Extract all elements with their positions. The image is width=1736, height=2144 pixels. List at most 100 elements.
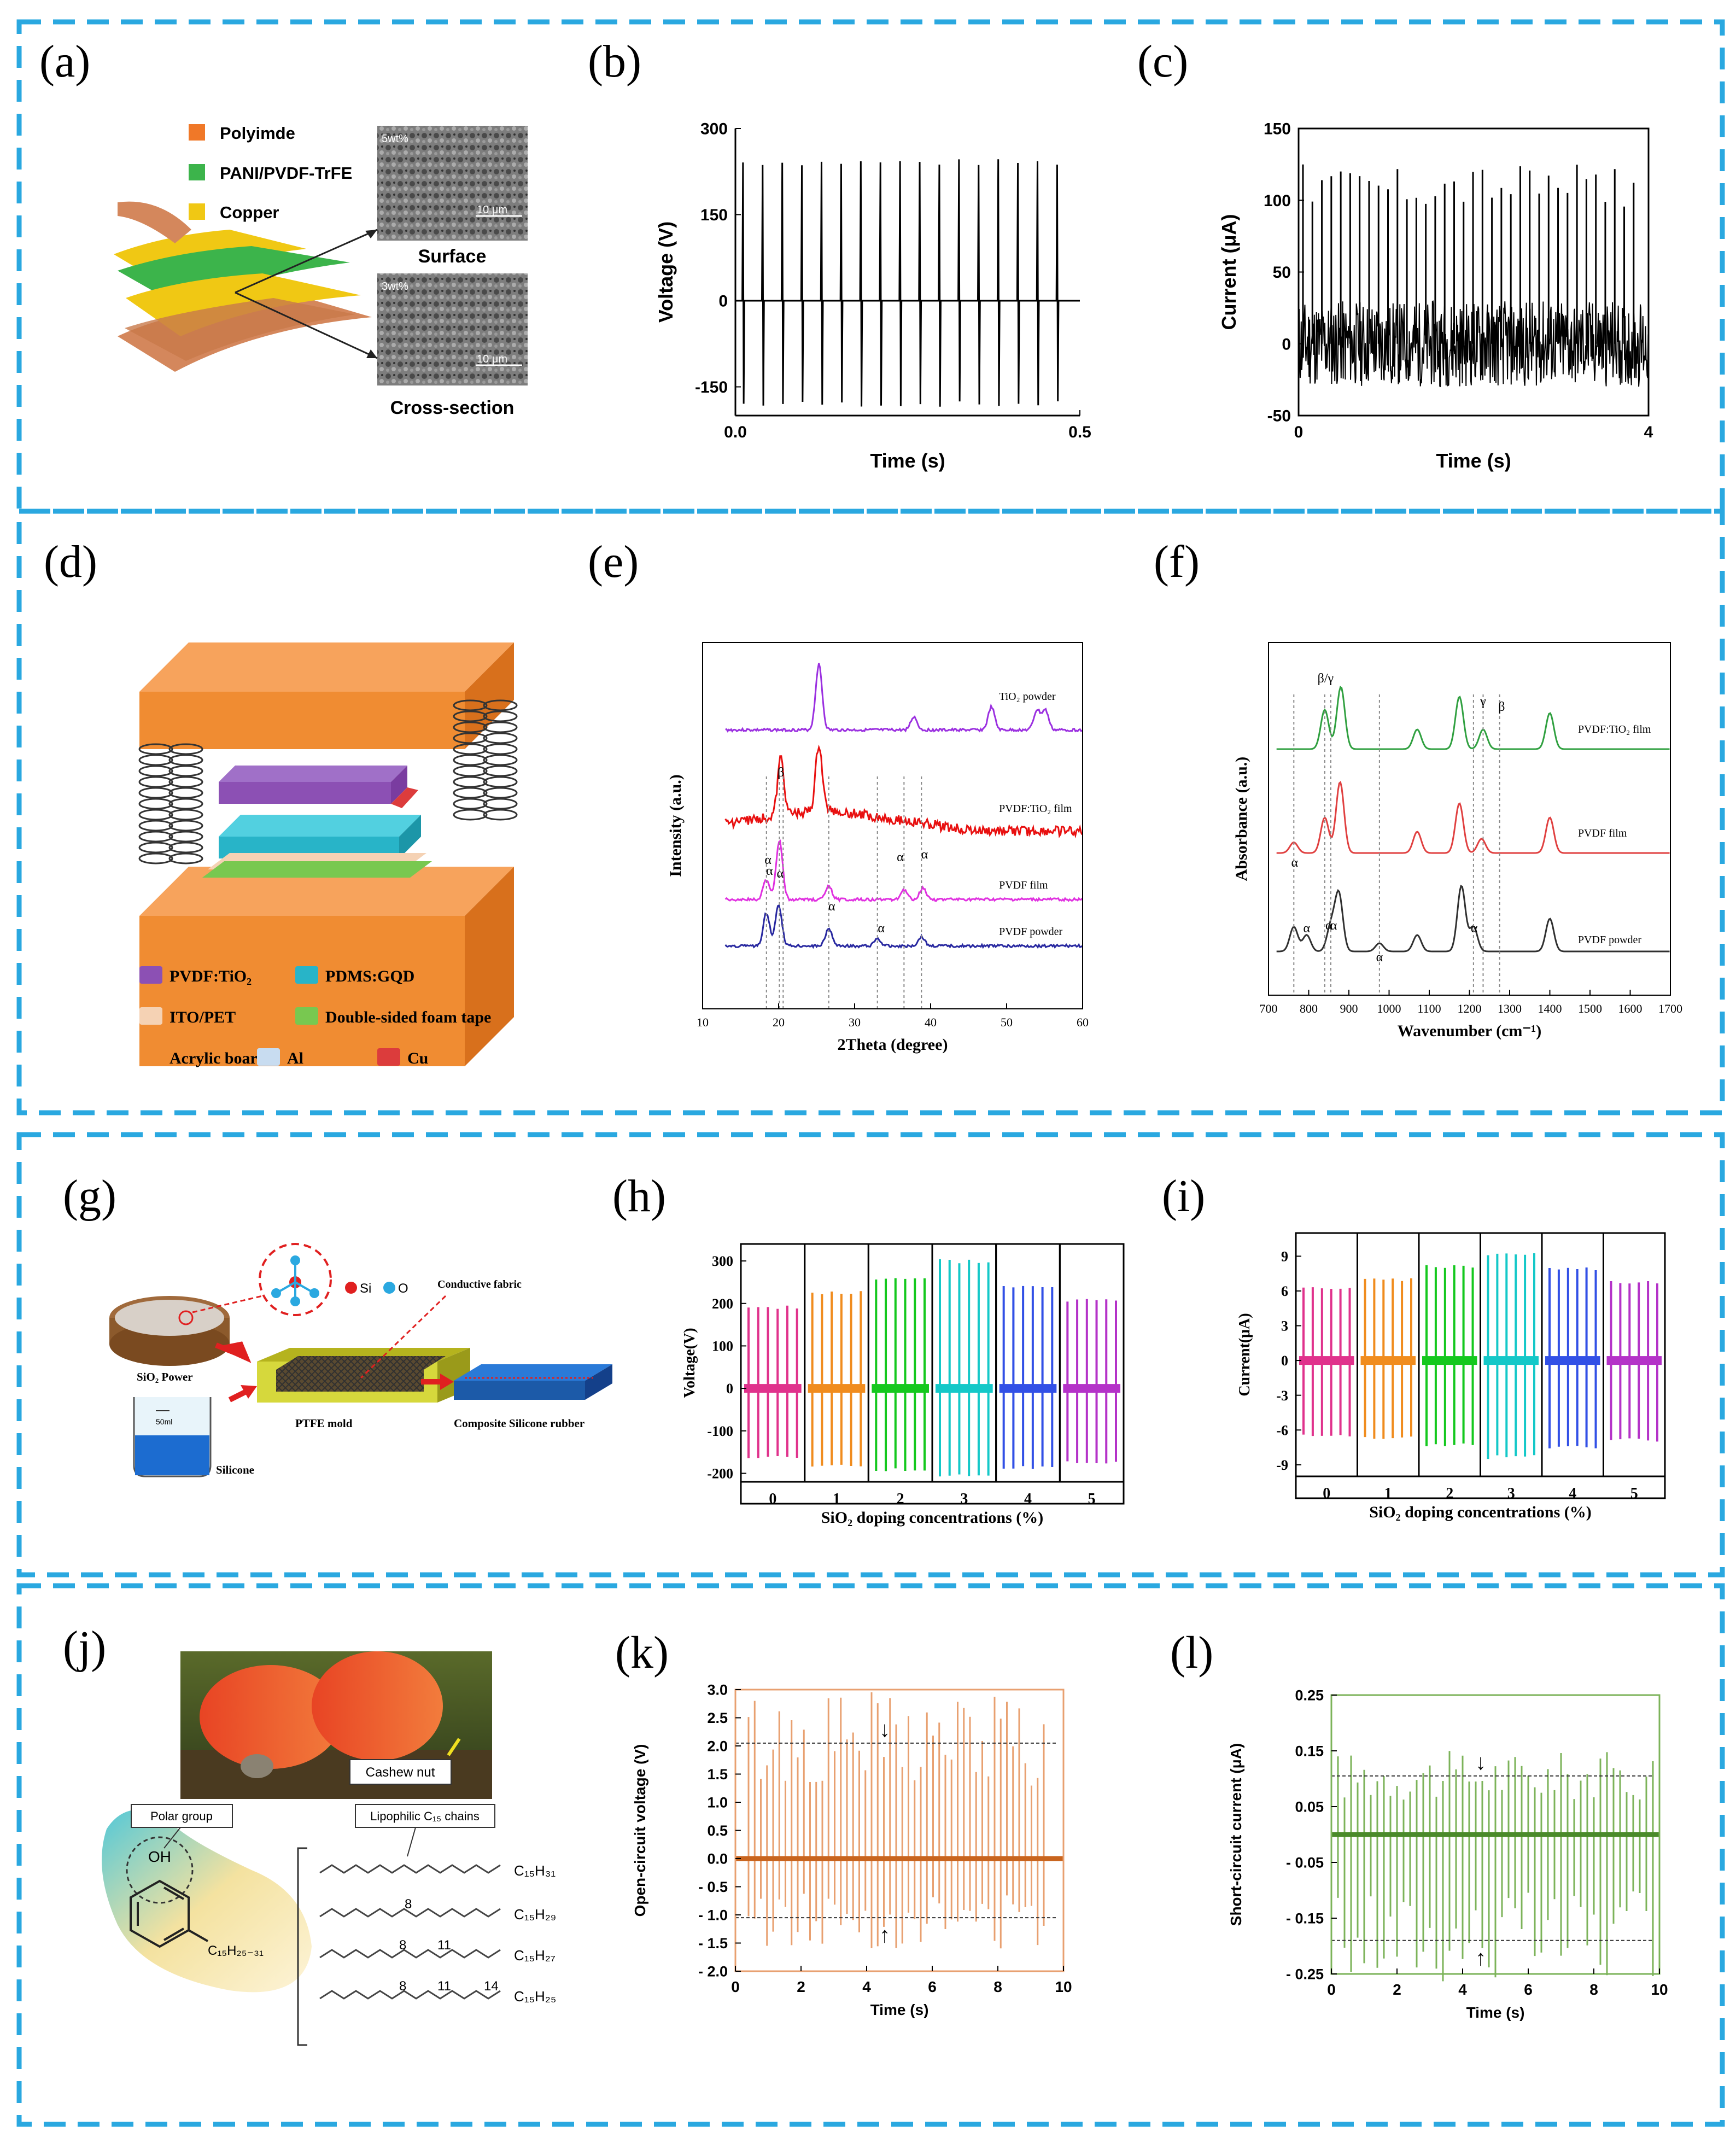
legend-swatch xyxy=(257,1048,280,1066)
panel-letter: (h) xyxy=(612,1171,666,1222)
x-tick-label: 10 xyxy=(1651,1981,1668,1998)
y-tick-label: -200 xyxy=(707,1466,733,1482)
y-axis-label: Voltage (V) xyxy=(654,221,677,323)
spring-coil xyxy=(138,831,173,843)
spring-coil xyxy=(483,699,518,711)
y-tick-label: 2.5 xyxy=(707,1710,728,1726)
category-label: 5 xyxy=(1630,1485,1638,1502)
x-tick-label: 6 xyxy=(928,1978,937,1995)
layered-film-icon xyxy=(114,201,372,372)
y-tick-label: - 2.0 xyxy=(698,1963,728,1979)
y-tick-label: 0.5 xyxy=(707,1822,728,1839)
peak-annotation: α xyxy=(1376,950,1383,965)
arrow-icon xyxy=(215,1341,454,1403)
y-tick-label: - 1.0 xyxy=(698,1907,728,1923)
chain-list: C₁₅H₃₁ C₁₅H₂₉ C₁₅H₂₇ C₁₅H₂₅ 8 8 11 8 11 14 xyxy=(319,1862,556,2005)
rubber-label: Composite Silicone rubber xyxy=(454,1417,584,1430)
o-label: O xyxy=(398,1281,408,1296)
sem-image-icon xyxy=(377,273,528,385)
x-tick-label: 2 xyxy=(797,1978,805,1995)
x-axis-label: SiO₂ doping concentrations (%) xyxy=(1369,1503,1592,1521)
category-label: 4 xyxy=(1024,1491,1032,1508)
polar-group-label: Polar group xyxy=(150,1809,213,1823)
signal-baseline xyxy=(999,1384,1057,1393)
double-bond-position: 8 xyxy=(399,1979,406,1994)
signal-baseline xyxy=(872,1384,929,1393)
legend-swatch xyxy=(295,1007,318,1025)
molecule-icon xyxy=(271,1255,319,1306)
y-tick-label: 6 xyxy=(1281,1283,1288,1299)
spring-coil xyxy=(138,776,173,788)
panel-letter: (b) xyxy=(588,36,641,87)
arrow-marker: ↑ xyxy=(1475,1946,1486,1970)
segment-frame xyxy=(931,1243,997,1483)
signal-spikes xyxy=(1002,1286,1054,1469)
spring-coil xyxy=(138,754,173,766)
spring-coil xyxy=(168,743,203,755)
x-tick-label: 50 xyxy=(1001,1015,1013,1029)
y-tick-label: 150 xyxy=(700,206,728,224)
x-tick-label: 1400 xyxy=(1538,1002,1562,1015)
spring-coil xyxy=(453,699,488,711)
chart-h: 0 1 2 3 4 5 300 200 100 0 -100 -200 SiO₂ doping conc… xyxy=(681,1243,1125,1527)
legend-swatch xyxy=(139,966,162,984)
signal-spikes xyxy=(1487,1253,1535,1459)
y-tick-label: 3.0 xyxy=(707,1681,728,1698)
spring-coil xyxy=(453,787,488,799)
peak-annotation: α xyxy=(1291,856,1298,870)
y-tick-label: -100 xyxy=(707,1423,733,1439)
y-tick-label: 0.05 xyxy=(1295,1798,1324,1815)
peak-annotation: β xyxy=(778,766,784,780)
panel-letter: (i) xyxy=(1162,1171,1205,1222)
voltage-trace xyxy=(735,159,1080,407)
panel-a-schematic: Polyimde PANI/PVDF-TrFE Copper 5wt% 3wt%… xyxy=(114,124,528,418)
y-axis-label: Short-circuit current (μA) xyxy=(1228,1743,1244,1926)
current-peaks xyxy=(1302,164,1635,344)
segment-frame xyxy=(1357,1232,1420,1477)
y-tick-label: 300 xyxy=(700,120,728,138)
si-label: Si xyxy=(360,1281,371,1296)
spring-coil xyxy=(453,743,488,755)
sem-image-icon xyxy=(377,126,528,241)
spring-coil xyxy=(168,798,203,810)
spring-coil xyxy=(453,754,488,766)
y-tick-label: 3 xyxy=(1281,1318,1288,1334)
spring-coil xyxy=(453,798,488,810)
spring-coil xyxy=(453,732,488,744)
xrd-curve xyxy=(724,904,1083,949)
y-axis-label: Current (μA) xyxy=(1218,214,1240,330)
double-bond-position: 14 xyxy=(484,1979,499,1994)
category-label: 4 xyxy=(1569,1485,1576,1502)
chart-b: 300 150 0 -150 0.0 0.5 Time (s) Voltage (V) xyxy=(654,120,1091,472)
segment-frame xyxy=(1541,1232,1604,1477)
legend-swatch xyxy=(189,203,205,220)
spring-coil xyxy=(453,721,488,733)
x-axis-label: SiO₂ doping concentrations (%) xyxy=(821,1509,1044,1527)
spring-coil xyxy=(483,809,518,821)
benzene-ring-icon xyxy=(130,1879,208,1948)
x-tick-label: 2 xyxy=(1393,1981,1401,1998)
panel-frames xyxy=(16,19,1725,2127)
panel-frame xyxy=(16,509,1725,1115)
y-tick-label: 0 xyxy=(1281,1353,1288,1369)
x-tick-label: 1700 xyxy=(1658,1002,1682,1015)
y-tick-label: 100 xyxy=(1264,192,1291,210)
category-label: 0 xyxy=(1323,1485,1330,1502)
x-axis-label: Time (s) xyxy=(1466,2004,1525,2021)
x-tick-label: 1200 xyxy=(1458,1002,1482,1015)
x-tick-label: 60 xyxy=(1077,1015,1089,1029)
y-tick-label: -6 xyxy=(1276,1422,1288,1438)
chart-l: ↓ ↑ 0.25 0.15 0.05 - 0.05 - 0.15 - 0.250 2 4 6 8 10 T… xyxy=(1228,1687,1668,2021)
y-tick-label: -3 xyxy=(1276,1388,1288,1404)
peak-annotation: α xyxy=(1325,919,1332,933)
x-tick-label: 4 xyxy=(862,1978,871,1995)
x-axis-label: Time (s) xyxy=(870,449,945,472)
spring-coil xyxy=(483,754,518,766)
sio2-label: SiO₂ Power xyxy=(137,1370,193,1383)
sem-caption: Surface xyxy=(418,246,487,267)
legend-label: Cu xyxy=(407,1049,428,1067)
alkyl-chain xyxy=(319,1864,501,1874)
x-axis-label: Time (s) xyxy=(1436,449,1511,472)
y-tick-label: 1.5 xyxy=(707,1766,728,1783)
